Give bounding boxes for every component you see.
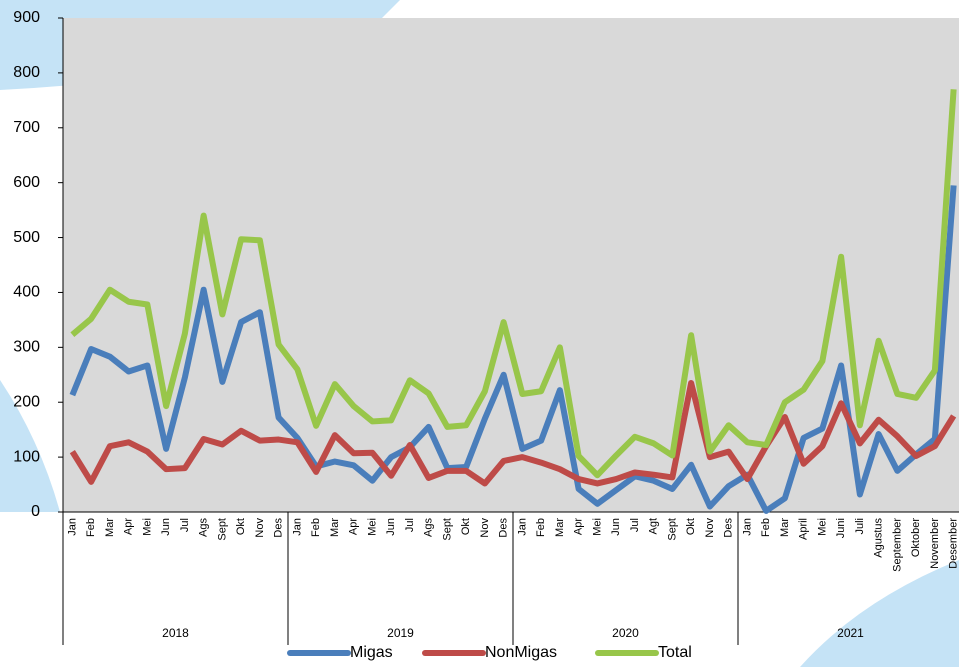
x-tick-label: Juni [835,518,847,538]
x-tick-label: Ags [423,518,435,537]
x-tick-label: Jan [66,518,78,536]
series-line [69,380,957,487]
x-tick-label: Jul [179,518,191,532]
x-tick-label: Desember [948,518,959,569]
decoration [800,560,959,667]
x-tick-label: Sept [666,518,678,541]
x-tick-label: Jun [610,518,622,536]
year-label: 2019 [387,626,414,640]
y-tick-label: 500 [13,229,40,246]
x-tick-label: Nov [479,518,491,538]
x-tick-label: Feb [535,518,547,537]
x-tick-label: Jul [404,518,416,532]
x-tick-label: Mei [591,518,603,536]
legend-label: Migas [350,644,393,661]
y-tick-label: 400 [13,284,40,301]
y-tick-label: 100 [13,448,40,465]
x-tick-label: Agt [648,518,660,535]
y-tick-label: 600 [13,174,40,191]
x-tick-label: Okt [685,518,697,535]
series-line [70,89,957,479]
legend-label: Total [658,644,692,661]
x-tick-label: Nov [254,518,266,538]
y-tick-label: 700 [13,119,40,136]
x-tick-label: Mar [779,518,791,537]
x-tick-label: Mar [554,518,566,537]
x-tick-label: Des [273,518,285,538]
x-tick-label: Mei [816,518,828,536]
x-tick-label: Oktober [910,518,922,557]
series-line [69,185,957,514]
x-tick-label: Des [498,518,510,538]
x-tick-label: September [891,518,903,572]
x-tick-label: Feb [760,518,772,537]
x-tick-label: Feb [85,518,97,537]
x-tick-label: Ags [198,518,210,537]
y-tick-label: 300 [13,339,40,356]
year-label: 2021 [837,626,864,640]
x-tick-label: Okt [235,518,247,535]
decoration [0,380,60,512]
x-tick-label: Des [723,518,735,538]
x-tick-label: Jun [385,518,397,536]
x-tick-label: Feb [310,518,322,537]
x-tick-label: Mei [141,518,153,536]
x-tick-label: Jan [741,518,753,536]
x-tick-label: Jul [629,518,641,532]
x-tick-label: Jun [160,518,172,536]
x-tick-label: Agustus [873,518,885,558]
year-label: 2020 [612,626,639,640]
x-tick-label: Okt [460,518,472,535]
x-tick-label: Juli [854,518,866,535]
x-tick-label: Sept [216,518,228,541]
y-tick-label: 200 [13,393,40,410]
x-tick-label: Apr [123,518,135,535]
x-tick-label: Jan [516,518,528,536]
year-label: 2018 [162,626,189,640]
x-tick-label: Apr [348,518,360,535]
x-tick-label: Mei [366,518,378,536]
x-tick-label: Mar [104,518,116,537]
y-tick-label: 0 [31,503,40,520]
y-tick-label: 800 [13,64,40,81]
x-tick-label: November [929,518,941,569]
x-tick-label: Apr [573,518,585,535]
x-tick-label: Jan [291,518,303,536]
x-tick-label: April [798,518,810,540]
legend-label: NonMigas [485,644,557,661]
y-tick-label: 900 [13,9,40,26]
x-tick-label: Nov [704,518,716,538]
x-tick-label: Mar [329,518,341,537]
x-tick-label: Sept [441,518,453,541]
